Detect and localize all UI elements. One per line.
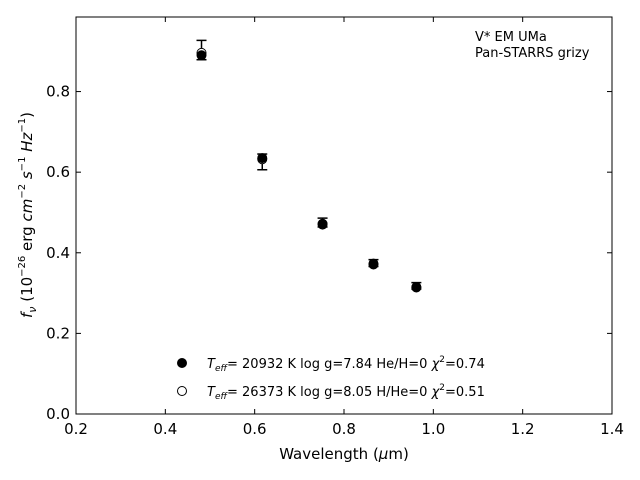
legend-marker-open — [177, 386, 187, 396]
filled-point — [411, 282, 422, 293]
y-tick-label: 0.6 — [46, 163, 70, 181]
error-bars — [196, 39, 422, 290]
plot-frame — [75, 16, 613, 415]
axis-ticks: 0.2 0.4 0.6 0.8 1.0 1.2 1.40.00.20.40.60.8 — [46, 17, 624, 438]
legend-label-1: Teff= 20932 K log g=7.84 He/H=0 χ2=0.74 — [207, 355, 485, 374]
x-tick-label: 0.6 — [243, 420, 267, 438]
legend-marker-filled — [177, 358, 187, 368]
x-tick-label: 1.0 — [421, 420, 445, 438]
x-tick-label: 0.2 — [64, 420, 88, 438]
y-tick-label: 0.8 — [46, 83, 70, 101]
x-tick-label: 0.4 — [153, 420, 177, 438]
filled-point — [257, 153, 268, 164]
y-axis-label: fν (10−26 erg cm−2 s−1 Hz−1) — [17, 112, 39, 318]
object-name: V* EM UMa — [475, 30, 547, 45]
x-tick-label: 0.8 — [332, 420, 356, 438]
survey-name: Pan-STARRS grizy — [475, 46, 590, 61]
filled-point — [196, 50, 207, 61]
legend: Teff= 20932 K log g=7.84 He/H=0 χ2=0.74 … — [177, 355, 485, 402]
data-points — [196, 47, 422, 293]
x-axis-label: Wavelength (μm) — [279, 445, 409, 463]
y-tick-label: 0.4 — [46, 244, 70, 262]
legend-label-2: Teff= 26373 K log g=8.05 H/He=0 χ2=0.51 — [207, 383, 485, 402]
filled-point — [368, 258, 379, 269]
filled-point — [317, 218, 328, 229]
y-tick-label: 0.2 — [46, 324, 70, 342]
x-tick-label: 1.2 — [511, 420, 535, 438]
y-tick-label: 0.0 — [46, 405, 70, 423]
x-tick-label: 1.4 — [600, 420, 624, 438]
